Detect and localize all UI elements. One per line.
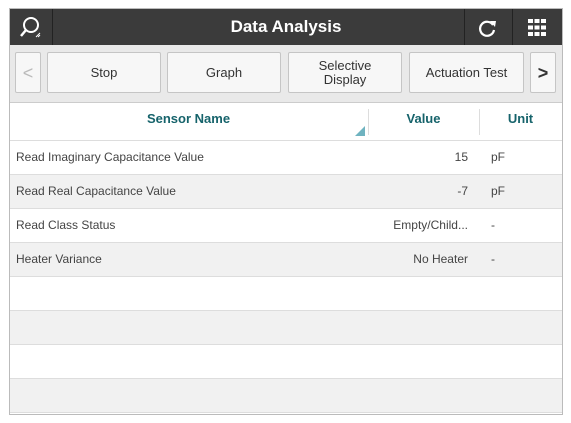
sensor-value: Empty/Child... <box>393 218 468 232</box>
sensor-unit: - <box>491 252 495 266</box>
sensor-value: No Heater <box>413 252 468 266</box>
toolbar: < Stop Graph Selective Display Actuation… <box>10 45 562 103</box>
sensor-name: Read Real Capacitance Value <box>16 184 176 198</box>
sort-indicator <box>355 126 365 136</box>
column-separator <box>368 109 369 135</box>
separator <box>464 9 465 45</box>
scroll-left[interactable]: < <box>15 52 41 93</box>
table-row[interactable]: Heater Variance No Heater - <box>10 243 562 277</box>
sensor-name: Heater Variance <box>16 252 102 266</box>
table-row <box>10 345 562 379</box>
toolbar-button[interactable]: Graph <box>167 52 281 93</box>
toolbar-button[interactable]: Selective Display <box>288 52 402 93</box>
sensor-value: 15 <box>454 150 468 164</box>
refresh-icon[interactable] <box>476 17 498 39</box>
menu-grid-icon[interactable] <box>528 19 546 37</box>
sensor-unit: pF <box>491 184 506 198</box>
search-icon[interactable] <box>18 15 44 41</box>
column-header[interactable]: Value <box>406 111 441 126</box>
screen-title: Data Analysis <box>230 17 342 36</box>
table-row[interactable]: Read Imaginary Capacitance Value 15 pF <box>10 141 562 175</box>
sensor-name: Read Imaginary Capacitance Value <box>16 150 204 164</box>
table-header: Sensor Name Value Unit <box>10 103 562 141</box>
column-header[interactable]: Unit <box>507 111 534 126</box>
app-window: Data Analysis < Stop Graph Selective Dis… <box>9 8 563 415</box>
sensor-value: -7 <box>457 184 468 198</box>
sensor-unit: - <box>491 218 495 232</box>
sensor-unit: pF <box>491 150 506 164</box>
scroll-right[interactable]: > <box>530 52 556 93</box>
table-row <box>10 311 562 345</box>
table-row <box>10 379 562 413</box>
table-row[interactable]: Read Class Status Empty/Child... - <box>10 209 562 243</box>
toolbar-button[interactable]: Stop <box>47 52 161 93</box>
title-bar: Data Analysis <box>10 9 562 45</box>
column-header[interactable]: Sensor Name <box>146 111 231 126</box>
separator <box>512 9 513 45</box>
table-row[interactable]: Read Real Capacitance Value -7 pF <box>10 175 562 209</box>
separator <box>52 9 53 45</box>
table-row <box>10 277 562 311</box>
sensor-name: Read Class Status <box>16 218 116 232</box>
toolbar-button[interactable]: Actuation Test <box>409 52 524 93</box>
column-separator <box>479 109 480 135</box>
